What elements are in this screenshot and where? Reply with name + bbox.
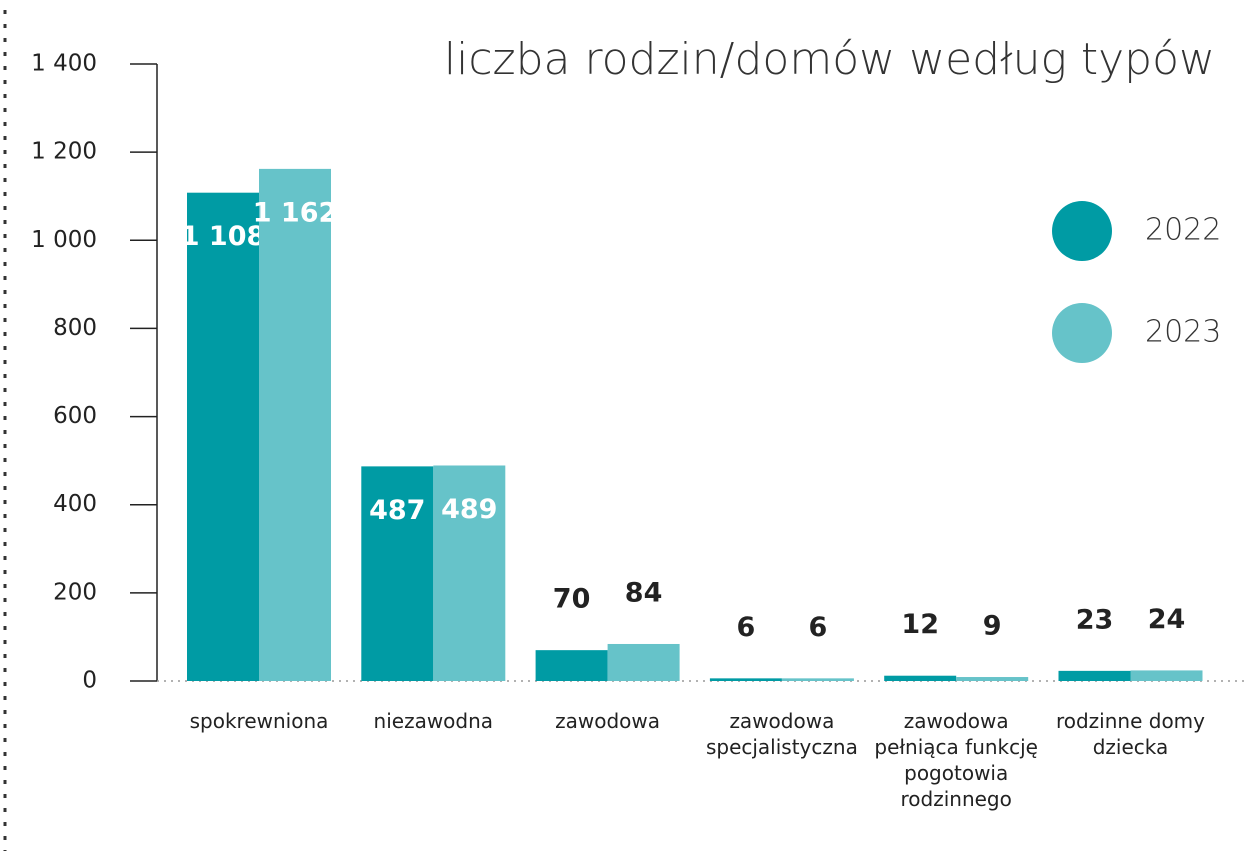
- data-label: 84: [625, 577, 663, 608]
- bar: [535, 650, 608, 681]
- data-label: 6: [737, 612, 756, 643]
- x-tick-label: zawodowa pełniąca funkcję pogotowia rodz…: [874, 709, 1038, 811]
- y-tick-label: 1 400: [31, 51, 97, 77]
- data-label: 9: [983, 611, 1002, 642]
- data-label: 1 108: [181, 221, 266, 252]
- data-label: 1 162: [253, 197, 338, 228]
- legend-swatch: [1052, 201, 1112, 261]
- data-label: 6: [809, 612, 828, 643]
- bar: [884, 675, 957, 681]
- bar: [361, 466, 434, 681]
- legend-label: 2022: [1145, 213, 1221, 248]
- data-label: 487: [369, 495, 425, 526]
- x-tick-label: spokrewniona: [189, 709, 329, 733]
- bar: [259, 168, 331, 681]
- y-tick-label: 600: [53, 403, 97, 429]
- bar: [781, 678, 854, 681]
- legend-label: 2023: [1145, 315, 1221, 350]
- y-tick-label: 1 000: [31, 227, 97, 253]
- y-tick-label: 800: [53, 315, 97, 341]
- bar: [187, 192, 259, 681]
- y-tick-label: 400: [53, 491, 97, 517]
- x-tick-label: rodzinne domy dziecka: [1055, 709, 1206, 759]
- bar: [1058, 670, 1131, 681]
- x-tick-label: zawodowa specjalistyczna: [705, 709, 858, 759]
- y-tick-label: 200: [53, 579, 97, 605]
- bar: [433, 465, 506, 681]
- data-label: 489: [441, 494, 497, 525]
- legend-swatch: [1052, 303, 1112, 363]
- chart-title: liczba rodzin/domów według typów: [444, 34, 1215, 85]
- bar: [709, 678, 782, 681]
- bar: [1130, 670, 1203, 681]
- x-tick-label: niezawodna: [373, 709, 494, 733]
- data-label: 70: [553, 584, 591, 615]
- data-label: 12: [901, 609, 939, 640]
- bar: [956, 677, 1029, 681]
- y-tick-label: 1 200: [31, 139, 97, 165]
- bar: [607, 643, 680, 681]
- data-label: 23: [1076, 604, 1114, 635]
- data-label: 24: [1148, 604, 1186, 635]
- y-tick-label: 0: [82, 668, 97, 694]
- x-tick-label: zawodowa: [555, 709, 661, 733]
